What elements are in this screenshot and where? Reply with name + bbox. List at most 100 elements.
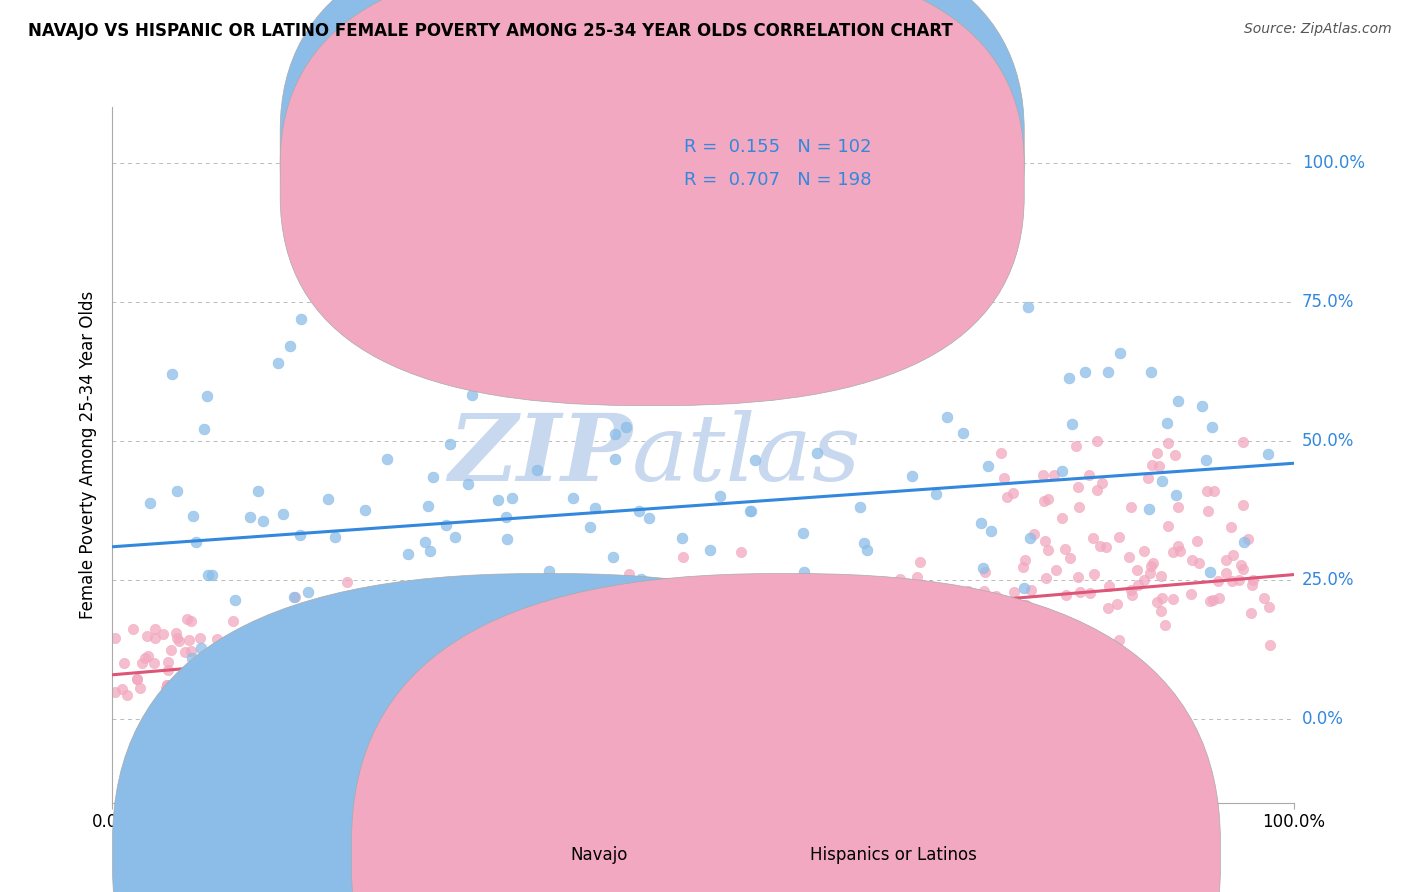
Point <box>277 606 299 620</box>
Point <box>1019 583 1042 598</box>
Point <box>444 623 467 637</box>
Point <box>922 595 945 609</box>
Point <box>267 356 290 370</box>
Point <box>375 451 398 466</box>
Point <box>858 591 880 605</box>
Point <box>451 617 474 632</box>
Text: R =  0.155   N = 102: R = 0.155 N = 102 <box>685 137 872 156</box>
Point <box>1032 467 1054 482</box>
Point <box>399 688 422 702</box>
Point <box>1149 458 1171 473</box>
Point <box>807 635 830 649</box>
Text: Hispanics or Latinos: Hispanics or Latinos <box>810 846 977 863</box>
Point <box>673 626 696 640</box>
Point <box>112 656 135 670</box>
Point <box>1125 563 1147 577</box>
Point <box>405 599 427 614</box>
Point <box>1085 434 1108 449</box>
Point <box>1164 448 1187 462</box>
Point <box>232 643 254 657</box>
Point <box>614 599 637 613</box>
Point <box>278 339 301 353</box>
FancyBboxPatch shape <box>280 0 1024 372</box>
Point <box>162 693 184 707</box>
Point <box>1017 300 1039 314</box>
Point <box>586 673 609 687</box>
Text: R =  0.707   N = 198: R = 0.707 N = 198 <box>685 171 872 189</box>
Point <box>1057 371 1080 385</box>
Point <box>422 678 444 692</box>
Point <box>278 648 301 662</box>
Point <box>235 682 257 697</box>
Text: 50.0%: 50.0% <box>1302 432 1354 450</box>
Point <box>302 656 325 670</box>
Point <box>474 696 496 710</box>
Point <box>221 665 243 680</box>
Point <box>1232 562 1254 576</box>
Point <box>1067 569 1090 583</box>
Point <box>972 561 994 575</box>
Point <box>299 617 322 632</box>
Point <box>193 666 215 681</box>
Point <box>1012 598 1035 612</box>
Point <box>232 660 254 674</box>
Point <box>389 599 412 614</box>
Point <box>152 627 174 641</box>
Point <box>354 502 377 516</box>
Point <box>1035 572 1057 586</box>
Point <box>297 585 319 599</box>
Point <box>782 606 804 620</box>
Point <box>1208 591 1230 605</box>
Text: NAVAJO VS HISPANIC OR LATINO FEMALE POVERTY AMONG 25-34 YEAR OLDS CORRELATION CH: NAVAJO VS HISPANIC OR LATINO FEMALE POVE… <box>28 22 953 40</box>
Point <box>1199 594 1222 608</box>
Point <box>1033 494 1056 508</box>
Point <box>1150 474 1173 488</box>
Point <box>456 608 478 623</box>
Point <box>807 625 830 640</box>
Point <box>166 484 188 499</box>
Point <box>307 673 329 688</box>
Point <box>1067 500 1090 514</box>
Point <box>249 688 271 702</box>
Point <box>1222 548 1244 562</box>
Point <box>756 613 779 627</box>
Point <box>990 446 1012 460</box>
Point <box>143 623 166 637</box>
Point <box>434 650 457 665</box>
Point <box>630 572 652 586</box>
Y-axis label: Female Poverty Among 25-34 Year Olds: Female Poverty Among 25-34 Year Olds <box>79 291 97 619</box>
Point <box>993 471 1015 485</box>
Point <box>628 615 651 629</box>
Point <box>900 468 922 483</box>
Point <box>1024 527 1046 541</box>
Point <box>740 504 762 518</box>
Point <box>1053 542 1076 557</box>
Point <box>297 632 319 646</box>
Point <box>980 524 1002 538</box>
Point <box>129 681 152 696</box>
Point <box>526 463 548 477</box>
Point <box>786 572 808 586</box>
Point <box>706 608 728 623</box>
Point <box>977 458 1000 473</box>
Point <box>645 621 668 635</box>
Point <box>1230 558 1253 573</box>
Point <box>360 640 382 655</box>
Point <box>1066 480 1088 494</box>
Point <box>974 565 997 579</box>
Point <box>738 504 761 518</box>
Point <box>177 632 200 647</box>
Point <box>602 549 624 564</box>
Point <box>1121 588 1143 602</box>
Point <box>537 564 560 578</box>
Point <box>1199 565 1222 579</box>
Point <box>207 685 229 699</box>
Point <box>1258 599 1281 614</box>
Point <box>425 624 447 639</box>
Point <box>384 632 406 647</box>
Point <box>439 591 461 605</box>
FancyBboxPatch shape <box>280 0 1024 406</box>
Point <box>1167 500 1189 514</box>
Point <box>143 631 166 645</box>
Point <box>122 622 145 636</box>
